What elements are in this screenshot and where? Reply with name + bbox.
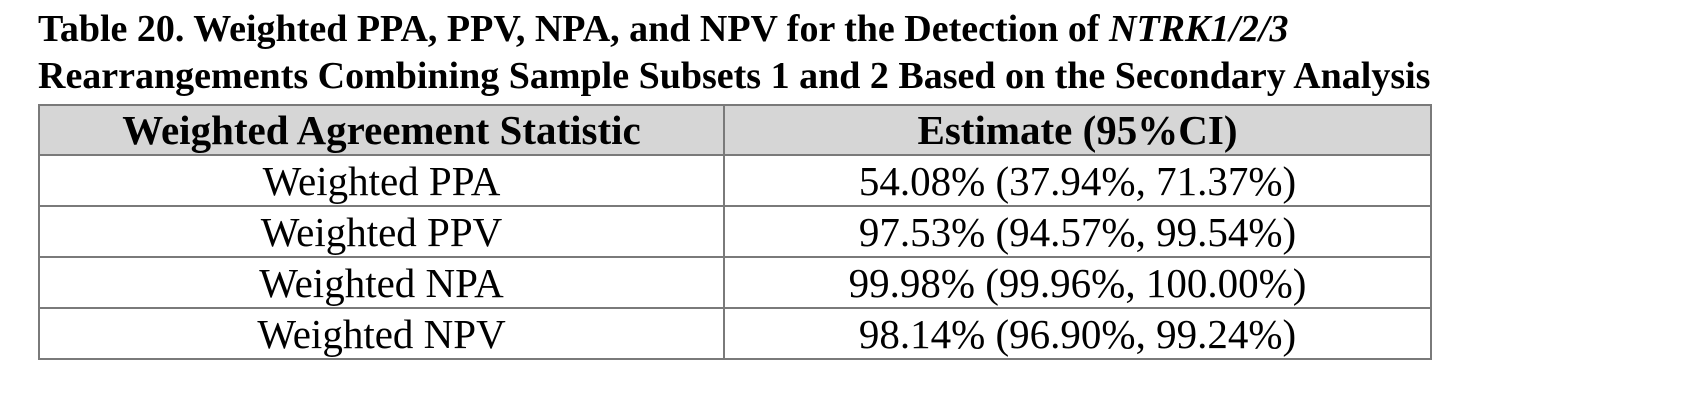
estimate-cell: 98.14% (96.90%, 99.24%): [723, 307, 1432, 360]
caption-gene-name: NTRK1/2/3: [1109, 8, 1289, 50]
statistic-cell: Weighted NPV: [38, 307, 725, 360]
caption-line-1: Table 20. Weighted PPA, PPV, NPA, and NP…: [38, 6, 1688, 53]
statistic-cell: Weighted PPV: [38, 205, 725, 258]
table-row: Weighted PPA 54.08% (37.94%, 71.37%): [38, 154, 1432, 207]
table-row: Weighted NPV 98.14% (96.90%, 99.24%): [38, 307, 1432, 360]
caption-line-2: Rearrangements Combining Sample Subsets …: [38, 55, 1431, 97]
statistic-cell: Weighted NPA: [38, 256, 725, 309]
estimate-cell: 97.53% (94.57%, 99.54%): [723, 205, 1432, 258]
table-header-row: Weighted Agreement Statistic Estimate (9…: [38, 104, 1432, 156]
header-statistic: Weighted Agreement Statistic: [38, 104, 725, 156]
header-estimate: Estimate (95%CI): [723, 104, 1432, 156]
table-row: Weighted NPA 99.98% (99.96%, 100.00%): [38, 256, 1432, 309]
estimate-cell: 54.08% (37.94%, 71.37%): [723, 154, 1432, 207]
estimate-cell: 99.98% (99.96%, 100.00%): [723, 256, 1432, 309]
agreement-statistics-table: Weighted Agreement Statistic Estimate (9…: [38, 104, 1432, 360]
statistic-cell: Weighted PPA: [38, 154, 725, 207]
table-caption: Table 20. Weighted PPA, PPV, NPA, and NP…: [38, 6, 1688, 100]
table-row: Weighted PPV 97.53% (94.57%, 99.54%): [38, 205, 1432, 258]
caption-line-1-text: Table 20. Weighted PPA, PPV, NPA, and NP…: [38, 8, 1109, 50]
